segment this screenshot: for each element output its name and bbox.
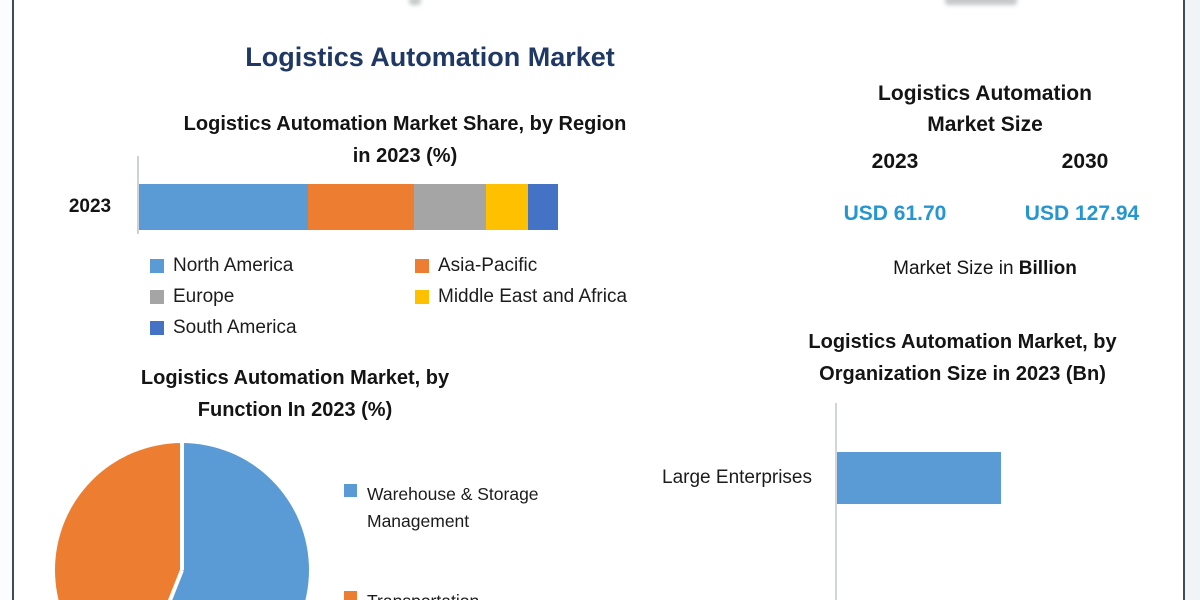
legend-label: Asia-Pacific [438, 254, 538, 276]
pie-legend-item-transportation: Transportation Management [344, 588, 582, 600]
left-border-line [12, 0, 14, 600]
market-size-year-2023: 2023 [871, 150, 919, 173]
legend-label: Transportation Management [367, 588, 582, 600]
region-legend-column-2: Asia-Pacific Middle East and Africa [415, 250, 627, 312]
legend-item-europe: Europe [150, 281, 297, 312]
north-america-swatch [150, 258, 164, 273]
org-chart-title-line2: Organization Size in 2023 (Bn) [819, 363, 1106, 385]
market-size-caption: Market Size in Billion [790, 258, 1180, 280]
legend-label: South America [173, 316, 297, 338]
right-border-line [1183, 0, 1185, 600]
page-title: Logistics Automation Market [245, 42, 615, 72]
bar-segment-south-america [528, 184, 558, 230]
region-legend-column-1: North America Europe South America [150, 250, 297, 343]
org-axis-line [835, 403, 837, 600]
market-size-title: Logistics Automation Market Size [790, 78, 1180, 140]
legend-label: North America [173, 254, 294, 276]
legend-item-south-america: South America [150, 312, 297, 343]
region-axis-label: 2023 [68, 196, 112, 217]
legend-label: Warehouse & Storage Management [367, 484, 539, 531]
org-chart-title: Logistics Automation Market, by Organiza… [740, 326, 1185, 390]
cut-off-watermark-left [409, 0, 421, 5]
warehouse-swatch [344, 484, 357, 497]
market-size-title-line1: Logistics Automation [878, 82, 1092, 105]
market-size-caption-prefix: Market Size in [893, 258, 1019, 279]
legend-label: Middle East and Africa [438, 285, 628, 307]
org-bar-large-enterprises [837, 452, 1001, 504]
market-size-value-2023: USD 61.70 [843, 202, 947, 225]
region-chart-title-line2: in 2023 (%) [352, 145, 458, 167]
region-chart-title: Logistics Automation Market Share, by Re… [115, 108, 695, 172]
market-size-value-2030: USD 127.94 [1024, 202, 1140, 225]
function-chart-title: Logistics Automation Market, by Function… [55, 362, 535, 426]
pie-divider-top [180, 443, 184, 570]
function-chart-title-line2: Function In 2023 (%) [197, 399, 393, 421]
region-axis-line [137, 156, 139, 234]
region-chart-title-line1: Logistics Automation Market Share, by Re… [183, 113, 627, 135]
left-margin-strip [0, 0, 12, 600]
bar-segment-asia-pacific [308, 184, 415, 230]
bar-segment-north-america [139, 184, 309, 230]
cut-off-watermark-right [945, 0, 1017, 5]
legend-item-asia-pacific: Asia-Pacific [415, 250, 627, 281]
legend-item-middle-east-africa: Middle East and Africa [415, 281, 627, 312]
market-size-caption-unit: Billion [1018, 258, 1077, 279]
org-chart-title-line1: Logistics Automation Market, by [808, 331, 1117, 353]
legend-label: Europe [173, 285, 235, 307]
pie-legend-item-warehouse: Warehouse & Storage Management [344, 481, 582, 535]
south-america-swatch [150, 320, 164, 335]
bar-segment-middle-east-and-africa [486, 184, 529, 230]
market-size-year-2030: 2030 [1061, 150, 1109, 173]
asia-pacific-swatch [415, 258, 429, 273]
region-stacked-bar [139, 184, 558, 230]
market-size-title-line2: Market Size [927, 113, 1043, 136]
legend-item-north-america: North America [150, 250, 297, 281]
right-margin-strip [1185, 0, 1200, 600]
middle-east-africa-swatch [415, 289, 429, 304]
transportation-swatch [344, 591, 357, 600]
function-chart-title-line1: Logistics Automation Market, by [140, 367, 450, 389]
org-category-label: Large Enterprises [662, 467, 812, 488]
europe-swatch [150, 289, 164, 304]
bar-segment-europe [414, 184, 487, 230]
